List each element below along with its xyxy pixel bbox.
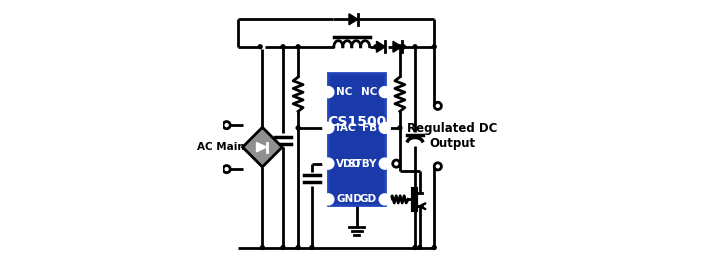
Polygon shape	[349, 14, 358, 25]
Circle shape	[379, 194, 390, 205]
Circle shape	[432, 246, 436, 249]
Circle shape	[434, 102, 441, 109]
Circle shape	[261, 246, 264, 249]
Polygon shape	[377, 41, 385, 52]
Polygon shape	[243, 127, 282, 167]
Circle shape	[258, 45, 262, 49]
Circle shape	[379, 158, 390, 169]
Circle shape	[392, 160, 400, 167]
Circle shape	[281, 45, 285, 49]
Circle shape	[223, 166, 230, 173]
Circle shape	[398, 45, 402, 49]
Circle shape	[402, 45, 405, 49]
Text: GND: GND	[336, 194, 362, 204]
FancyBboxPatch shape	[328, 73, 384, 205]
Text: NC: NC	[361, 87, 377, 97]
Circle shape	[413, 45, 417, 49]
Text: GD: GD	[360, 194, 377, 204]
Text: VDO: VDO	[336, 159, 361, 169]
Text: Regulated DC
Output: Regulated DC Output	[407, 122, 498, 150]
Circle shape	[379, 122, 390, 133]
Text: NC: NC	[336, 87, 353, 97]
Circle shape	[379, 87, 390, 98]
Circle shape	[323, 122, 334, 133]
Text: AC Mains: AC Mains	[197, 142, 251, 152]
Circle shape	[296, 126, 300, 130]
Circle shape	[418, 246, 422, 249]
Circle shape	[413, 246, 417, 249]
Circle shape	[323, 158, 334, 169]
Polygon shape	[393, 41, 402, 52]
Circle shape	[296, 45, 300, 49]
Circle shape	[281, 246, 285, 249]
Text: STBY: STBY	[348, 159, 377, 169]
Circle shape	[223, 122, 230, 129]
Text: FB: FB	[362, 123, 377, 133]
Circle shape	[323, 87, 334, 98]
Circle shape	[434, 163, 441, 170]
Circle shape	[398, 126, 402, 130]
Circle shape	[323, 194, 334, 205]
Circle shape	[374, 45, 378, 49]
Circle shape	[296, 246, 300, 249]
Circle shape	[432, 45, 436, 49]
Polygon shape	[256, 142, 266, 152]
Circle shape	[310, 246, 314, 249]
Text: CS1500: CS1500	[327, 116, 386, 129]
Text: IAC: IAC	[336, 123, 356, 133]
